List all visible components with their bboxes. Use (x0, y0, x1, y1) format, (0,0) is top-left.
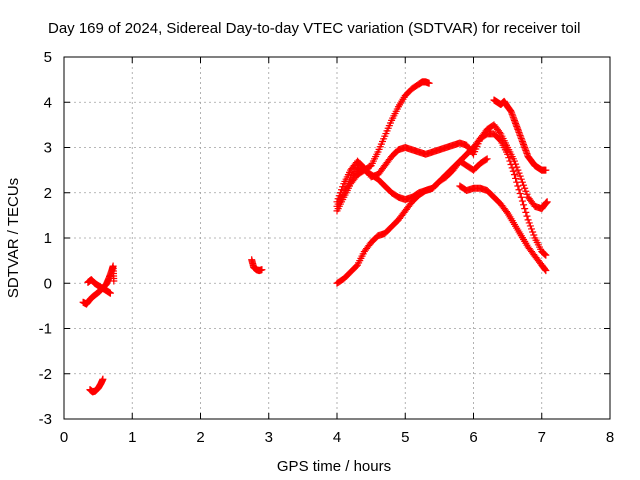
series-track-4 (248, 256, 266, 275)
data-point-plus (523, 212, 531, 220)
data-point-plus (513, 178, 521, 186)
data-point-plus (542, 267, 550, 275)
data-point-plus (507, 160, 515, 168)
data-point-plus (496, 128, 504, 136)
data-point-plus (505, 154, 513, 162)
x-tick-label: 2 (196, 429, 204, 446)
series-track-9 (456, 182, 550, 275)
data-point-plus (525, 219, 533, 227)
data-point-plus (425, 79, 433, 87)
data-point-plus (517, 175, 525, 183)
data-point-plus (338, 186, 346, 194)
data-point-plus (514, 182, 522, 190)
data-point-plus (514, 166, 522, 174)
x-tick-label: 6 (469, 429, 477, 446)
data-point-plus (518, 197, 526, 205)
y-tick-label: 4 (44, 94, 52, 111)
data-point-plus (521, 205, 529, 213)
data-point-plus (516, 190, 524, 198)
y-tick-label: -2 (39, 366, 52, 383)
y-tick-label: -3 (39, 411, 52, 428)
data-point-plus (528, 225, 536, 233)
grid-layer (64, 57, 610, 419)
y-tick-label: 2 (44, 185, 52, 202)
data-point-plus (516, 172, 524, 180)
data-point-plus (504, 150, 512, 158)
x-tick-label: 5 (401, 429, 409, 446)
data-point-plus (523, 190, 531, 198)
data-point-plus (530, 231, 538, 239)
data-marks (79, 78, 551, 396)
data-point-plus (542, 166, 550, 174)
x-tick-label: 8 (606, 429, 614, 446)
data-point-plus (529, 228, 537, 236)
data-point-plus (258, 266, 266, 274)
data-point-plus (542, 251, 550, 259)
x-tick-label: 4 (333, 429, 341, 446)
data-point-plus (515, 169, 523, 177)
data-point-plus (483, 155, 491, 163)
y-tick-label: 0 (44, 275, 52, 292)
data-point-plus (540, 250, 548, 258)
data-point-plus (526, 222, 534, 230)
y-axis-label: SDTVAR / TECUs (5, 178, 22, 298)
data-point-plus (521, 184, 529, 192)
x-tick-label: 1 (128, 429, 136, 446)
data-point-plus (524, 216, 532, 224)
x-tick-label: 3 (265, 429, 273, 446)
series-track-8 (333, 130, 550, 287)
plot-frame (63, 56, 611, 420)
series-track-10 (490, 96, 550, 174)
data-point-plus (541, 266, 549, 274)
chart-title: Day 169 of 2024, Sidereal Day-to-day VTE… (48, 20, 580, 37)
data-point-plus (513, 163, 521, 171)
data-point-plus (110, 277, 118, 285)
data-point-plus (482, 156, 490, 164)
series-track-2 (84, 276, 114, 297)
data-point-plus (543, 198, 551, 206)
data-point-plus (515, 186, 523, 194)
series-track-6 (333, 121, 551, 213)
y-tick-label: 1 (44, 230, 52, 247)
data-point-plus (510, 171, 518, 179)
data-point-plus (517, 193, 525, 201)
x-axis-label: GPS time / hours (277, 458, 391, 475)
series-track-3 (86, 375, 107, 396)
data-point-plus (522, 208, 530, 216)
data-point-plus (334, 195, 342, 203)
y-tick-label: 3 (44, 140, 52, 157)
data-point-plus (335, 192, 343, 200)
y-tick-label: 5 (44, 49, 52, 66)
data-point-plus (522, 187, 530, 195)
data-point-plus (339, 183, 347, 191)
data-point-plus (509, 167, 517, 175)
data-point-plus (541, 251, 549, 259)
data-point-plus (99, 375, 107, 383)
data-point-plus (508, 164, 516, 172)
x-tick-label: 0 (60, 429, 68, 446)
y-tick-label: -1 (39, 321, 52, 338)
data-point-plus (520, 201, 528, 209)
data-point-plus (512, 174, 520, 182)
data-point-plus (520, 181, 528, 189)
data-point-plus (106, 289, 114, 297)
x-tick-label: 7 (538, 429, 546, 446)
data-point-plus (506, 157, 514, 165)
